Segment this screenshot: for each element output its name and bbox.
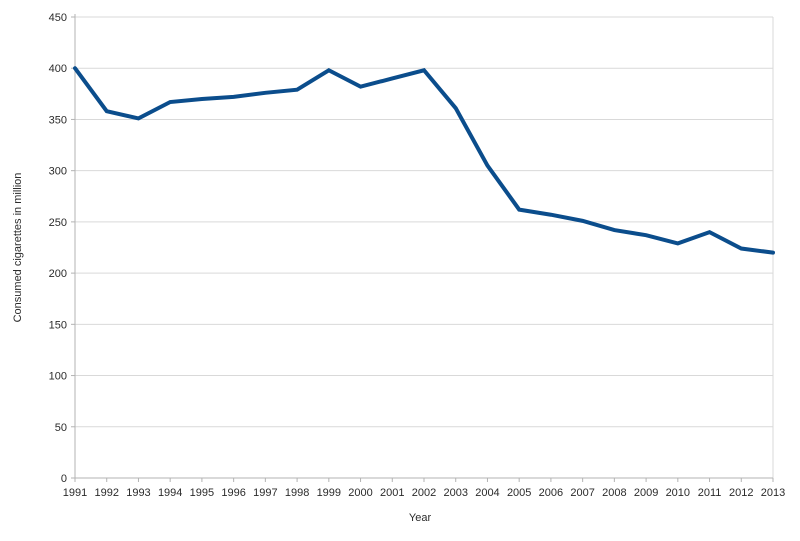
x-tick-label: 2004	[475, 487, 499, 499]
x-tick-label: 2010	[666, 487, 690, 499]
y-tick-label: 250	[49, 217, 67, 229]
x-tick-label: 2013	[761, 487, 785, 499]
y-axis-tick-labels: 0 50 100 150 200 250 300 350 400 450	[49, 12, 67, 485]
x-tick-label: 2007	[570, 487, 594, 499]
x-tick-label: 1992	[94, 487, 118, 499]
x-axis-tick-labels: 1991 1992 1993 1994 1995 1996 1997 1998 1999 2000…	[63, 487, 785, 499]
x-tick-label: 2003	[443, 487, 467, 499]
x-tick-label: 1997	[253, 487, 277, 499]
x-tick-label: 2001	[380, 487, 404, 499]
x-axis-ticks	[74, 478, 774, 482]
y-tick-label: 300	[49, 166, 67, 178]
y-axis-ticks	[71, 16, 75, 479]
x-tick-label: 1994	[158, 487, 182, 499]
x-tick-label: 2002	[412, 487, 436, 499]
x-tick-label: 2006	[539, 487, 563, 499]
x-tick-label: 2005	[507, 487, 531, 499]
y-axis-title: Consumed cigarettes in million	[12, 173, 24, 323]
x-tick-label: 1995	[190, 487, 214, 499]
y-tick-label: 450	[49, 12, 67, 24]
x-tick-label: 2008	[602, 487, 626, 499]
y-tick-label: 400	[49, 63, 67, 75]
y-tick-label: 150	[49, 319, 67, 331]
y-tick-label: 100	[49, 371, 67, 383]
x-tick-label: 2000	[348, 487, 372, 499]
x-tick-label: 2011	[698, 487, 722, 499]
x-tick-label: 1998	[285, 487, 309, 499]
x-tick-label: 2009	[634, 487, 658, 499]
x-tick-label: 1993	[126, 487, 150, 499]
x-tick-label: 1996	[221, 487, 245, 499]
data-series-line	[73, 66, 775, 255]
y-tick-label: 200	[49, 268, 67, 280]
gridlines	[75, 16, 774, 479]
y-tick-label: 50	[55, 422, 67, 434]
y-tick-label: 0	[61, 473, 67, 485]
x-axis-title: Year	[409, 512, 432, 524]
y-tick-label: 350	[49, 114, 67, 126]
axes	[74, 14, 773, 479]
x-tick-label: 1991	[63, 487, 87, 499]
x-tick-label: 1999	[317, 487, 341, 499]
x-tick-label: 2012	[729, 487, 753, 499]
